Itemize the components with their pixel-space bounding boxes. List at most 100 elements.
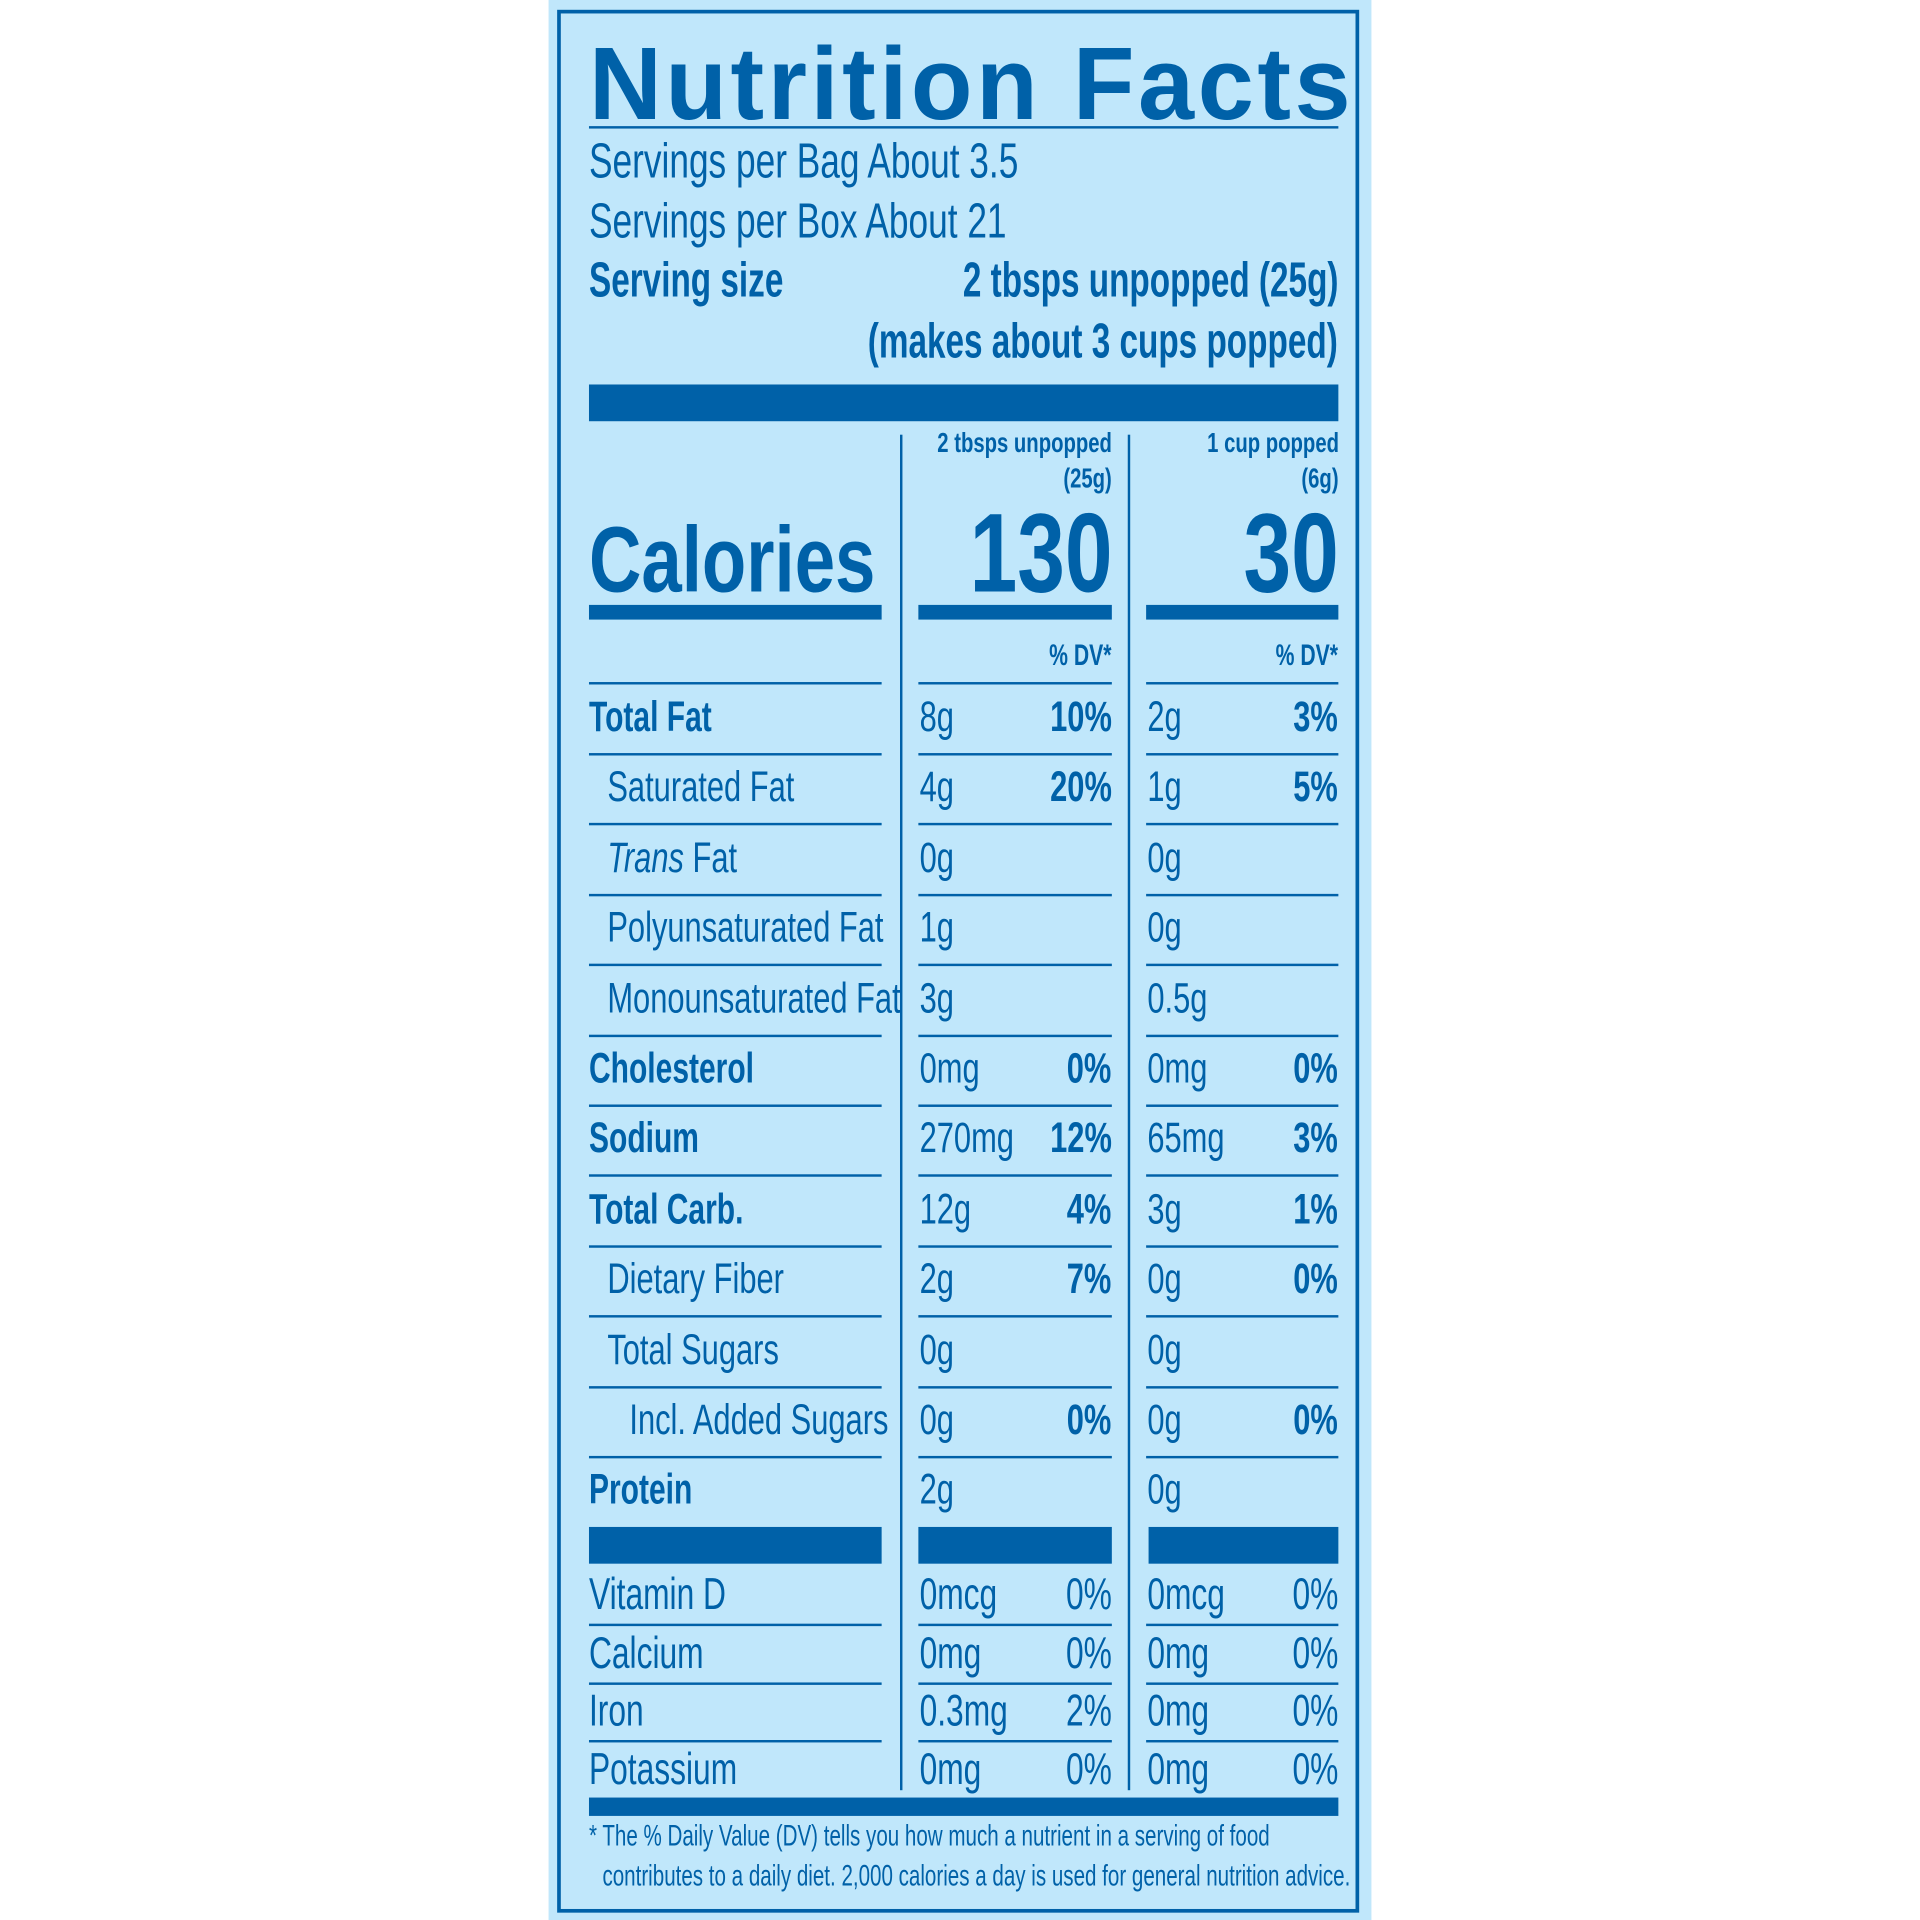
amount-monounsaturated-fat-col2: 0.5g (1147, 977, 1230, 1020)
dv-saturated-fat-col2-text: 5% (1293, 763, 1339, 812)
servings-per-bag: Servings per Bag About 3.5 (589, 137, 1185, 186)
dv-sodium-col2-text: 3% (1293, 1114, 1339, 1163)
row-monounsaturated-fat-rule-col2 (1146, 1034, 1339, 1038)
row-total-sugars-rule-col1 (918, 1386, 1112, 1389)
amount-total-carb-col2: 3g (1147, 1188, 1195, 1231)
nutrient-label-protein-text: Protein (588, 1466, 693, 1514)
column-divider-1 (900, 434, 903, 1791)
dv-dietary-fiber-col2: 0% (1276, 1258, 1339, 1301)
nutrient-label-polyunsaturated-fat-text: Polyunsaturated Fat (607, 903, 884, 952)
dv-total-fat-col2: 3% (1276, 696, 1339, 739)
dv-header-1-text: % DV* (1049, 639, 1112, 673)
row-polyunsaturated-fat-rule-label (588, 963, 882, 967)
dv-cholesterol-col1: 0% (1050, 1047, 1112, 1090)
amount-iron-col1: 0.3mg (919, 1685, 1043, 1736)
amount-saturated-fat-col1-text: 4g (919, 763, 954, 812)
amount-monounsaturated-fat-col1-text: 3g (919, 974, 954, 1022)
dv-cholesterol-col1-text: 0% (1067, 1044, 1112, 1093)
calories-value-1-text: 130 (968, 491, 1112, 616)
column-divider-2 (1127, 434, 1131, 1791)
dv-sodium-col1: 12% (1026, 1117, 1112, 1160)
label-title: Nutrition Facts (589, 32, 1370, 135)
amount-potassium-col1-text: 0mg (919, 1743, 982, 1794)
dv-calcium-col1: 0% (1048, 1630, 1112, 1675)
column-header-2-weight: (6g) (1287, 461, 1339, 494)
dv-header-1: % DV* (1025, 639, 1112, 673)
dv-calcium-col2-text: 0% (1292, 1626, 1339, 1678)
row-sodium-rule-label (588, 1174, 882, 1177)
amount-total-fat-col1-text: 8g (919, 693, 954, 741)
nutrient-label-dietary-fiber: Dietary Fiber (607, 1258, 852, 1301)
dv-total-carb-col2-text: 1% (1293, 1185, 1339, 1233)
column-header-2-text: 1 cup popped (1206, 426, 1339, 458)
row-cholesterol-rule-label (588, 1104, 882, 1107)
row-dietary-fiber-rule-col1 (918, 1315, 1112, 1318)
serving-size-value-text: 2 tbsps unpopped (25g) (962, 253, 1339, 308)
serving-size-label: Serving size (589, 256, 875, 305)
thick-divider-label (588, 1526, 882, 1564)
dv-incl-added-sugars-col1-text: 0% (1067, 1395, 1112, 1444)
amount-vitamin-d-col2-text: 0mcg (1147, 1568, 1225, 1619)
dv-calcium-col2: 0% (1275, 1626, 1339, 1678)
amount-polyunsaturated-fat-col2-text: 0g (1147, 903, 1182, 952)
micro-vitamin-d-rule-col2 (1146, 1623, 1339, 1627)
dv-total-carb-col2: 1% (1276, 1185, 1339, 1233)
nutrient-label-saturated-fat-text: Saturated Fat (607, 763, 795, 812)
title-rule (588, 126, 1339, 129)
amount-incl-added-sugars-col2-text: 0g (1147, 1395, 1182, 1444)
nutrient-label-saturated-fat: Saturated Fat (607, 766, 867, 809)
nutrient-label-total-fat-text: Total Fat (588, 693, 712, 741)
dv-cholesterol-col2-text: 0% (1293, 1044, 1339, 1093)
calories-rule-1 (918, 604, 1112, 620)
calories-value-1: 130 (924, 497, 1112, 610)
servings-per-box-text: Servings per Box About 21 (588, 194, 1007, 249)
column-header-1-weight-text: (25g) (1063, 461, 1112, 494)
row-total-sugars-rule-label (588, 1386, 882, 1389)
amount-calcium-col2-text: 0mg (1147, 1626, 1210, 1678)
amount-total-carb-col2-text: 3g (1147, 1185, 1182, 1233)
amount-total-sugars-col1: 0g (920, 1328, 968, 1371)
row-total-carb-rule-col1 (918, 1245, 1112, 1248)
amount-incl-added-sugars-col2: 0g (1147, 1398, 1195, 1441)
amount-sodium-col1-text: 270mg (919, 1114, 1014, 1163)
row-polyunsaturated-fat-rule-col1 (918, 963, 1112, 967)
dv-iron-col2-text: 0% (1292, 1685, 1339, 1736)
dv-iron-col1: 2% (1048, 1685, 1112, 1736)
dv-iron-col1-text: 2% (1065, 1685, 1112, 1736)
amount-potassium-col2-text: 0mg (1147, 1743, 1210, 1794)
row-polyunsaturated-fat-rule-col2 (1146, 963, 1339, 967)
amount-trans-fat-col2: 0g (1147, 836, 1195, 879)
nutrient-label-total-fat: Total Fat (589, 696, 764, 739)
amount-iron-col1-text: 0.3mg (919, 1685, 1008, 1736)
micro-calcium-rule-label (588, 1682, 882, 1685)
amount-incl-added-sugars-col1: 0g (920, 1398, 968, 1441)
amount-sodium-col2: 65mg (1147, 1117, 1254, 1160)
amount-vitamin-d-col1: 0mcg (920, 1572, 1028, 1616)
amount-total-sugars-col2: 0g (1147, 1328, 1195, 1371)
thick-divider-bottom (588, 1797, 1339, 1816)
dv-vitamin-d-col1-text: 0% (1065, 1568, 1112, 1619)
nutrient-label-incl-added-sugars: Incl. Added Sugars (629, 1398, 989, 1441)
row-incl-added-sugars-rule-col1 (918, 1455, 1112, 1459)
amount-polyunsaturated-fat-col2: 0g (1147, 906, 1195, 949)
amount-saturated-fat-col2: 1g (1147, 766, 1195, 809)
amount-dietary-fiber-col1: 2g (920, 1258, 968, 1301)
row-monounsaturated-fat-rule-label (588, 1034, 882, 1038)
micro-vitamin-d-rule-col1 (918, 1623, 1112, 1627)
row-incl-added-sugars-rule-label (588, 1455, 882, 1459)
amount-vitamin-d-col1-text: 0mcg (919, 1568, 998, 1619)
serving-size-note-text: (makes about 3 cups popped) (868, 314, 1339, 369)
row-saturated-fat-rule-col1 (918, 822, 1112, 826)
title-text: Nutrition Facts (588, 25, 1355, 141)
micronutrient-label-calcium: Calcium (589, 1630, 748, 1675)
row-dietary-fiber-rule-label (588, 1315, 882, 1318)
row-total-fat-rule-col2 (1146, 753, 1339, 756)
dv-vitamin-d-col1: 0% (1048, 1572, 1112, 1616)
column-header-2-weight-text: (6g) (1301, 461, 1339, 494)
row-sodium-rule-col1 (918, 1174, 1112, 1177)
micronutrient-label-iron-text: Iron (588, 1685, 644, 1736)
dv-vitamin-d-col2: 0% (1275, 1572, 1338, 1616)
footnote-line-1: * The % Daily Value (DV) tells you how m… (589, 1821, 1561, 1851)
dv-total-fat-col1: 10% (1026, 696, 1112, 739)
